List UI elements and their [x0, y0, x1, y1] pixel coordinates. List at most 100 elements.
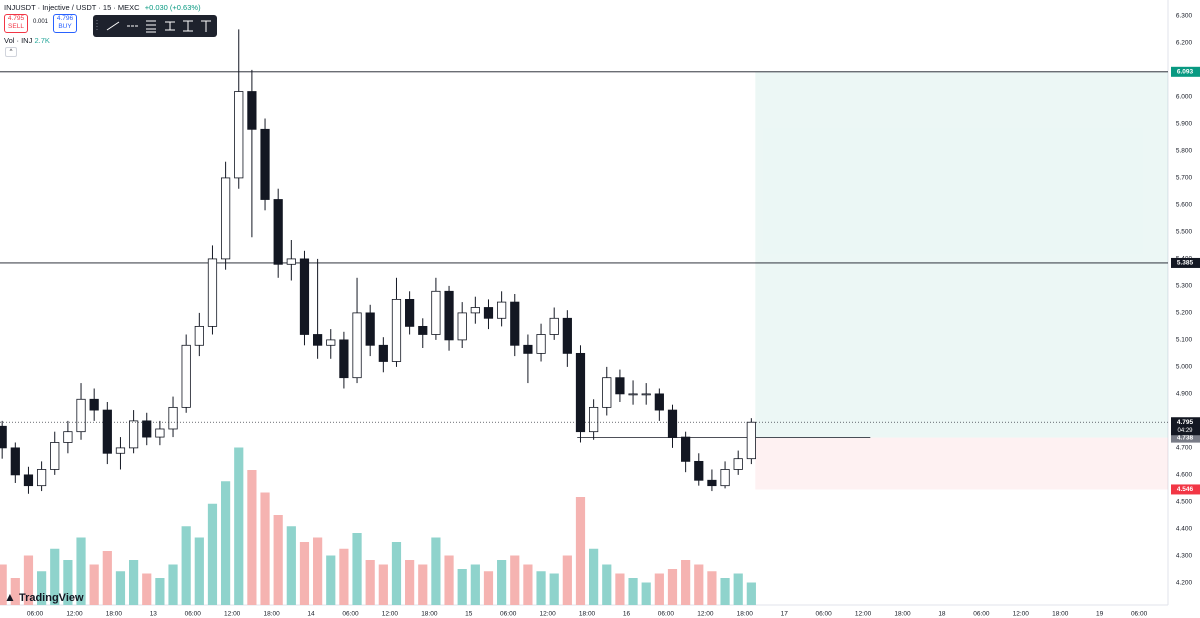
- volume-bar: [431, 537, 441, 605]
- candle-body: [457, 312, 467, 341]
- candle-body: [10, 447, 20, 476]
- candle-body: [365, 312, 375, 346]
- x-tick-label: 12:00: [382, 611, 399, 618]
- x-tick-label: 13: [150, 611, 158, 618]
- x-tick-label: 18:00: [579, 611, 596, 618]
- candle-body: [247, 91, 257, 130]
- x-tick-label: 06:00: [500, 611, 517, 618]
- volume-bar: [247, 470, 257, 605]
- brand-name: TradingView: [18, 592, 84, 604]
- y-tick-label: 5.100: [1176, 337, 1193, 344]
- volume-bar: [681, 560, 691, 605]
- level-tag: [1171, 66, 1200, 77]
- volume-bar: [286, 526, 296, 605]
- candle-body: [23, 474, 34, 487]
- fib-tool[interactable]: [146, 20, 156, 33]
- candle-body: [510, 301, 520, 346]
- y-tick-label: 4.200: [1176, 580, 1193, 587]
- candle-body: [194, 325, 204, 346]
- candle-body: [128, 420, 139, 449]
- x-tick-label: 18:00: [106, 611, 123, 618]
- stop-tag: [1171, 484, 1200, 495]
- candle-body: [615, 377, 625, 395]
- y-tick-label: 4.700: [1176, 445, 1193, 452]
- candle-body: [76, 398, 86, 433]
- range-tool[interactable]: [183, 20, 193, 32]
- trend-tool[interactable]: [106, 21, 120, 31]
- candle-body: [523, 344, 533, 354]
- candle-body: [549, 317, 559, 335]
- position-stop-zone: [755, 437, 1168, 490]
- candle-body: [378, 344, 388, 362]
- x-tick-label: 18:00: [1052, 611, 1069, 618]
- volume-bar: [181, 526, 191, 605]
- volume-bar: [102, 551, 112, 605]
- y-tick-label: 5.300: [1176, 283, 1193, 290]
- volume-bar: [667, 569, 678, 605]
- x-tick-label: 12:00: [855, 611, 872, 618]
- candle-body: [36, 469, 47, 487]
- y-tick-label: 5.900: [1176, 121, 1193, 128]
- spread: 0.001: [33, 19, 49, 25]
- y-tick-label: 4.900: [1176, 391, 1193, 398]
- volume-bar: [365, 560, 375, 605]
- candle-body: [575, 352, 586, 433]
- candle-body: [536, 334, 546, 354]
- volume-bar: [339, 548, 349, 605]
- candle-body: [707, 479, 717, 487]
- volume-bar: [299, 542, 310, 605]
- x-tick-label: 18:00: [737, 611, 754, 618]
- candle-body: [221, 177, 231, 260]
- volume-bar: [76, 537, 86, 605]
- channel-tool[interactable]: [165, 21, 175, 31]
- candle-body: [628, 393, 638, 396]
- volume-bar: [746, 582, 756, 605]
- drawing-toolbar[interactable]: [93, 15, 217, 37]
- volume-bar: [615, 573, 625, 605]
- candle-body: [667, 409, 678, 438]
- text-tool[interactable]: [201, 20, 211, 32]
- volume-bar: [142, 573, 152, 605]
- candle-body: [299, 258, 310, 335]
- candle-body: [102, 409, 112, 454]
- volume-bar: [326, 555, 336, 605]
- volume-bar: [444, 555, 454, 605]
- sell-button[interactable]: 4.795 SELL: [4, 14, 28, 33]
- y-tick-label: 4.400: [1176, 526, 1193, 533]
- x-tick-label: 06:00: [658, 611, 675, 618]
- level-tag: [1171, 257, 1200, 268]
- x-tick-label: 06:00: [185, 611, 202, 618]
- stop-tag-label: 4.546: [1177, 486, 1194, 493]
- volume-value: 2.7K: [34, 36, 50, 45]
- x-tick-label: 12:00: [224, 611, 241, 618]
- volume-bar: [575, 497, 586, 605]
- candle-body: [391, 298, 402, 362]
- symbol: INJUSDT · Injective / USDT · 15 · MEXC: [4, 3, 140, 12]
- candle-body: [313, 334, 323, 346]
- x-tick-label: 12:00: [1013, 611, 1030, 618]
- volume-bar: [10, 578, 20, 605]
- x-tick-label: 15: [465, 611, 473, 618]
- volume-legend: Vol · INJ 2.7K: [4, 36, 50, 45]
- buy-button[interactable]: 4.796 BUY: [53, 14, 77, 33]
- volume-bar: [589, 548, 599, 605]
- candle-body: [155, 428, 165, 438]
- y-tick-label: 5.700: [1176, 175, 1193, 182]
- candle-body: [181, 344, 191, 408]
- volume-bar: [378, 564, 388, 605]
- y-tick-label: 5.800: [1176, 148, 1193, 155]
- volume-bar: [483, 571, 494, 605]
- volume-bar: [168, 564, 178, 605]
- volume-bar: [194, 537, 204, 605]
- collapse-button[interactable]: ^: [5, 47, 17, 57]
- volume-bar: [352, 533, 362, 605]
- countdown-label: 04:29: [1177, 428, 1193, 434]
- candle-body: [339, 339, 349, 379]
- volume-bar: [497, 560, 507, 605]
- volume-bar: [391, 542, 402, 605]
- volume-bar: [733, 573, 743, 605]
- y-tick-label: 5.600: [1176, 202, 1193, 209]
- volume-bar: [457, 569, 467, 605]
- candle-body: [63, 431, 73, 443]
